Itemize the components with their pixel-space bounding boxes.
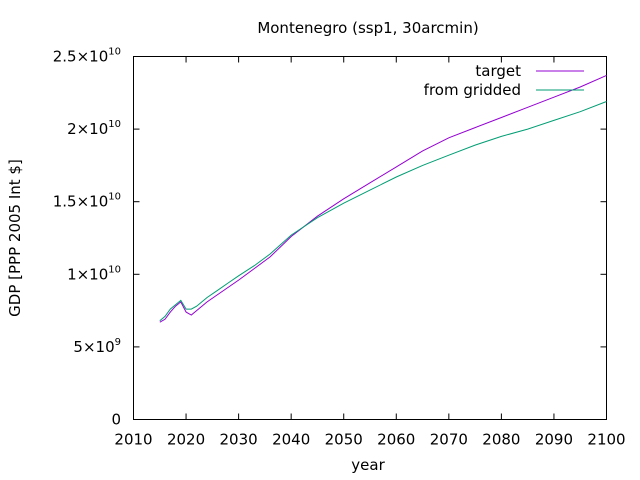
series-line-from-gridded (159, 101, 607, 322)
legend-label: target (475, 62, 521, 80)
x-tick-label: 2090 (535, 431, 573, 449)
series-line-target (159, 74, 607, 323)
x-axis: 2010 2020 2030 2040 2050 2060 2070 2080 2090 2100 (114, 56, 626, 449)
x-tick-label: 2060 (377, 431, 415, 449)
y-tick-label: 5×109 (73, 337, 121, 356)
y-tick-label: 0 (111, 411, 121, 429)
x-tick-label: 2050 (325, 431, 363, 449)
y-tick-label: 2.5×1010 (53, 47, 121, 66)
y-tick-label: 2×1010 (67, 119, 121, 138)
y-tick-label: 1.5×1010 (53, 192, 121, 211)
x-tick-label: 2070 (430, 431, 468, 449)
x-tick-label: 2040 (272, 431, 310, 449)
x-tick-label: 2080 (482, 431, 520, 449)
x-axis-label: year (351, 456, 385, 474)
y-axis-label: GDP [PPP 2005 Int $] (6, 159, 24, 317)
plot-frame (133, 56, 607, 420)
series-group (159, 74, 607, 323)
y-axis: 0 5×109 1×1010 1.5×1010 2×1010 2.5×1010 (53, 47, 607, 429)
x-tick-label: 2020 (167, 431, 205, 449)
legend-label: from gridded (424, 81, 521, 99)
chart-title: Montenegro (ssp1, 30arcmin) (257, 19, 478, 37)
x-tick-label: 2100 (587, 431, 625, 449)
x-tick-label: 2030 (220, 431, 258, 449)
x-tick-label: 2010 (114, 431, 152, 449)
y-tick-label: 1×1010 (67, 264, 121, 283)
